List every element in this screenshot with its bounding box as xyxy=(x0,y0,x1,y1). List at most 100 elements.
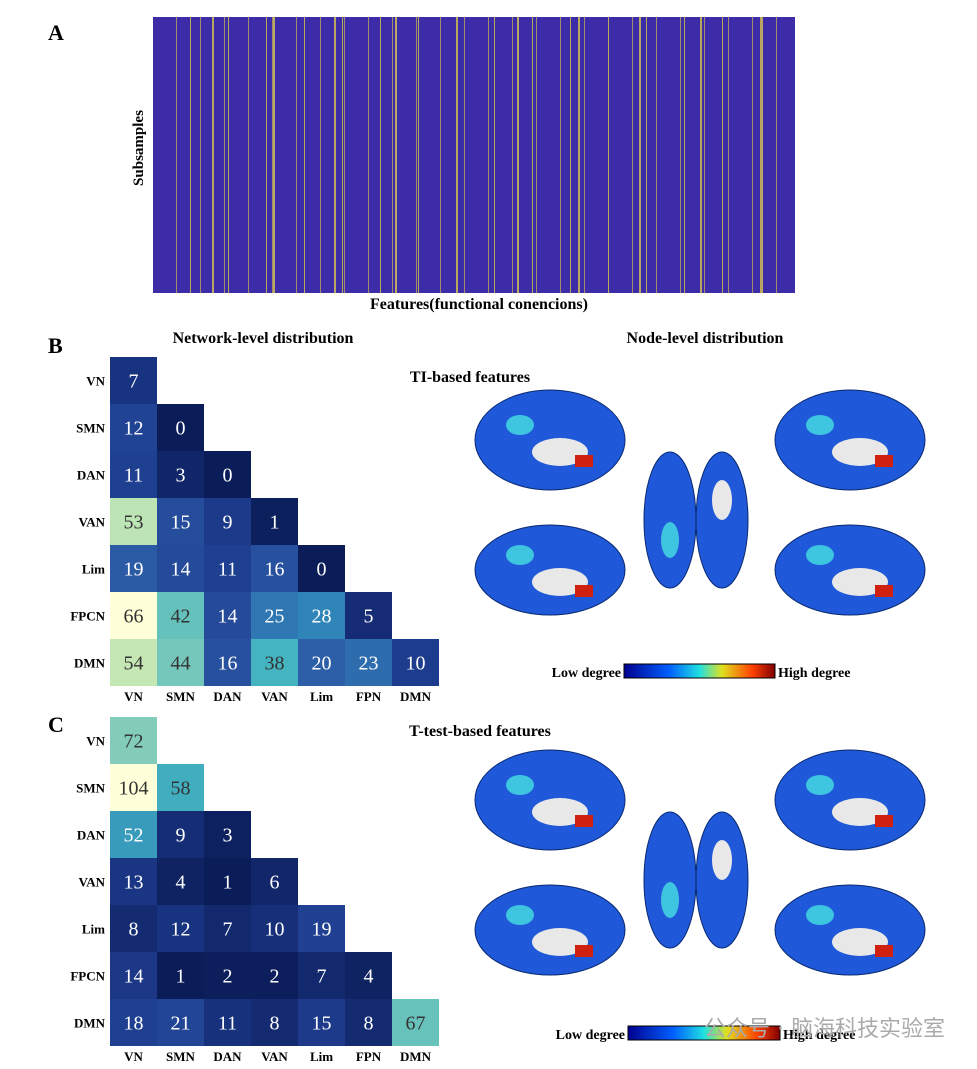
cell-label: 20 xyxy=(312,653,332,675)
panel-label: C xyxy=(48,712,64,737)
heatmap-cell xyxy=(157,498,204,545)
cell-label: 23 xyxy=(359,653,379,675)
brain-patch xyxy=(506,415,534,435)
brain-patch xyxy=(712,840,732,880)
colorbar xyxy=(627,1025,781,1041)
cell-label: 12 xyxy=(171,919,191,941)
brain-group xyxy=(474,749,926,976)
y-tick-label: FPCN xyxy=(70,969,105,984)
heatmap-cell xyxy=(110,999,157,1046)
heatmap-cell xyxy=(110,404,157,451)
heatmap-cell xyxy=(298,545,345,592)
heatmap-cell xyxy=(204,905,251,952)
brain-patch xyxy=(875,455,893,467)
heatmap-cell xyxy=(157,451,204,498)
heatmap-cell xyxy=(204,592,251,639)
heatmap-cell xyxy=(345,999,392,1046)
heatmap-cell xyxy=(251,999,298,1046)
heatmap-cell xyxy=(204,639,251,686)
heatmap-cell xyxy=(157,811,204,858)
brain-patch xyxy=(532,438,588,466)
x-tick-label: DMN xyxy=(400,689,432,704)
brain-patch xyxy=(832,438,888,466)
brain-group xyxy=(474,389,926,616)
cell-label: 16 xyxy=(265,559,285,581)
cell-label: 25 xyxy=(265,606,285,628)
watermark: 公众号 · 脑海科技实验室 xyxy=(704,1017,945,1042)
heatmap-cell xyxy=(110,357,157,404)
x-tick-label: VN xyxy=(124,1049,143,1064)
heatmap-cell xyxy=(204,498,251,545)
brain-patch xyxy=(532,568,588,596)
cell-label: 19 xyxy=(312,919,332,941)
brain-patch xyxy=(875,945,893,957)
heatmap-cell xyxy=(251,952,298,999)
cell-label: 42 xyxy=(171,606,191,628)
heatmap-cell xyxy=(251,905,298,952)
subtitle: T-test-based features xyxy=(409,723,551,740)
cell-label: 0 xyxy=(176,418,186,440)
brain-patch xyxy=(661,882,679,918)
y-tick-label: VN xyxy=(86,374,105,389)
cell-label: 4 xyxy=(364,966,374,988)
colorbar-label: High degree xyxy=(783,1028,855,1043)
brain-patch xyxy=(832,928,888,956)
brain-patch xyxy=(875,815,893,827)
brain-patch xyxy=(575,815,593,827)
heatmap-cell xyxy=(110,858,157,905)
cell-label: 14 xyxy=(218,606,238,628)
y-tick-label: SMN xyxy=(76,421,106,436)
cell-label: 53 xyxy=(124,512,144,534)
brain-patch xyxy=(575,945,593,957)
brain-view xyxy=(643,451,697,589)
heatmap-cell xyxy=(251,639,298,686)
heatmap-cell xyxy=(110,639,157,686)
heatmap-cell xyxy=(110,717,157,764)
heatmap-cell xyxy=(110,811,157,858)
cell-label: 14 xyxy=(124,966,144,988)
cell-label: 10 xyxy=(265,919,285,941)
heatmap-cell xyxy=(251,545,298,592)
cell-label: 8 xyxy=(129,919,139,941)
colorbar xyxy=(623,663,776,679)
cell-label: 11 xyxy=(218,1013,237,1035)
brain-patch xyxy=(575,585,593,597)
colorbar-label: Low degree xyxy=(552,666,621,681)
cell-label: 44 xyxy=(171,653,191,675)
cell-label: 8 xyxy=(364,1013,374,1035)
cell-label: 14 xyxy=(171,559,191,581)
heatmap-cell xyxy=(157,545,204,592)
heatmap-cell xyxy=(345,639,392,686)
y-tick-label: DAN xyxy=(77,468,106,483)
brain-patch xyxy=(532,798,588,826)
heatmap-cell xyxy=(251,592,298,639)
y-axis-label: Subsamples xyxy=(131,110,147,186)
cell-label: 12 xyxy=(124,418,144,440)
cell-label: 0 xyxy=(223,465,233,487)
heatmap-cell xyxy=(298,639,345,686)
y-tick-label: VAN xyxy=(79,515,106,530)
brain-patch xyxy=(875,585,893,597)
brain-patch xyxy=(806,415,834,435)
brain-patch xyxy=(806,545,834,565)
heatmap-cell xyxy=(204,545,251,592)
x-tick-label: FPN xyxy=(356,1049,382,1064)
heatmap-cell xyxy=(157,999,204,1046)
cell-label: 4 xyxy=(176,872,186,894)
y-tick-label: VN xyxy=(86,734,105,749)
heatmap-cell xyxy=(204,451,251,498)
cell-label: 6 xyxy=(270,872,280,894)
heatmap-cell xyxy=(298,905,345,952)
chart-title: Network-level distribution xyxy=(173,330,354,347)
heatmap-cell xyxy=(110,545,157,592)
cell-label: 3 xyxy=(176,465,186,487)
heatmap-cell xyxy=(157,639,204,686)
brain-view xyxy=(643,811,697,949)
cell-label: 72 xyxy=(124,731,144,753)
cell-label: 2 xyxy=(223,966,233,988)
heatmap-cell xyxy=(204,858,251,905)
heatmap-cell xyxy=(392,639,439,686)
colorbar-label: Low degree xyxy=(556,1028,625,1043)
cell-label: 0 xyxy=(317,559,327,581)
